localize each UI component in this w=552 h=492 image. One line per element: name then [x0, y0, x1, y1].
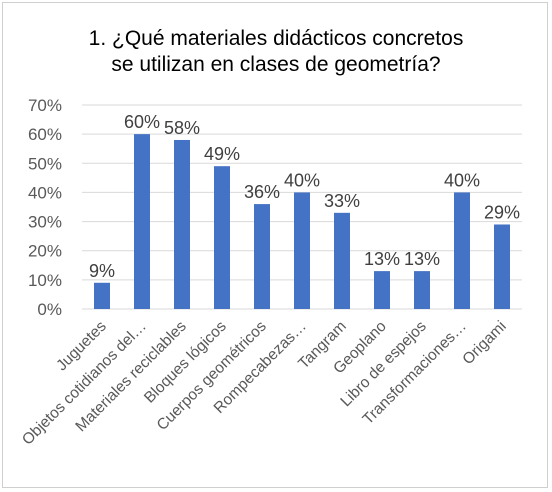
- bar: [134, 134, 150, 309]
- data-label: 33%: [324, 191, 360, 211]
- y-tick-label: 30%: [28, 213, 62, 232]
- y-tick-label: 0%: [37, 300, 62, 319]
- bar: [334, 212, 350, 309]
- data-label: 36%: [244, 182, 280, 202]
- data-label: 40%: [444, 170, 480, 190]
- bar: [374, 271, 390, 309]
- chart-title-line-2: se utilizan en clases de geometría?: [111, 53, 441, 76]
- data-label: 40%: [284, 170, 320, 190]
- data-label: 13%: [364, 249, 400, 269]
- data-label: 29%: [484, 202, 520, 222]
- y-tick-label: 20%: [28, 242, 62, 261]
- bar: [454, 192, 470, 309]
- chart-title-line-1: 1. ¿Qué materiales didácticos concretos: [88, 27, 464, 50]
- data-label: 60%: [124, 112, 160, 132]
- data-label: 49%: [204, 144, 240, 164]
- data-label: 13%: [404, 249, 440, 269]
- bar: [94, 282, 110, 309]
- bar: [254, 204, 270, 309]
- bar: [294, 192, 310, 309]
- chart-title: 1. ¿Qué materiales didácticos concretos …: [0, 26, 552, 78]
- y-tick-label: 60%: [28, 125, 62, 144]
- bar: [414, 271, 430, 309]
- bar: [174, 139, 190, 309]
- y-tick-label: 10%: [28, 271, 62, 290]
- data-label: 58%: [164, 118, 200, 138]
- x-tick-label: Origami: [459, 318, 509, 368]
- bar: [214, 166, 230, 309]
- y-tick-label: 70%: [28, 96, 62, 115]
- bar: [494, 224, 510, 309]
- y-tick-label: 40%: [28, 183, 62, 202]
- data-label: 9%: [89, 261, 115, 281]
- y-tick-label: 50%: [28, 154, 62, 173]
